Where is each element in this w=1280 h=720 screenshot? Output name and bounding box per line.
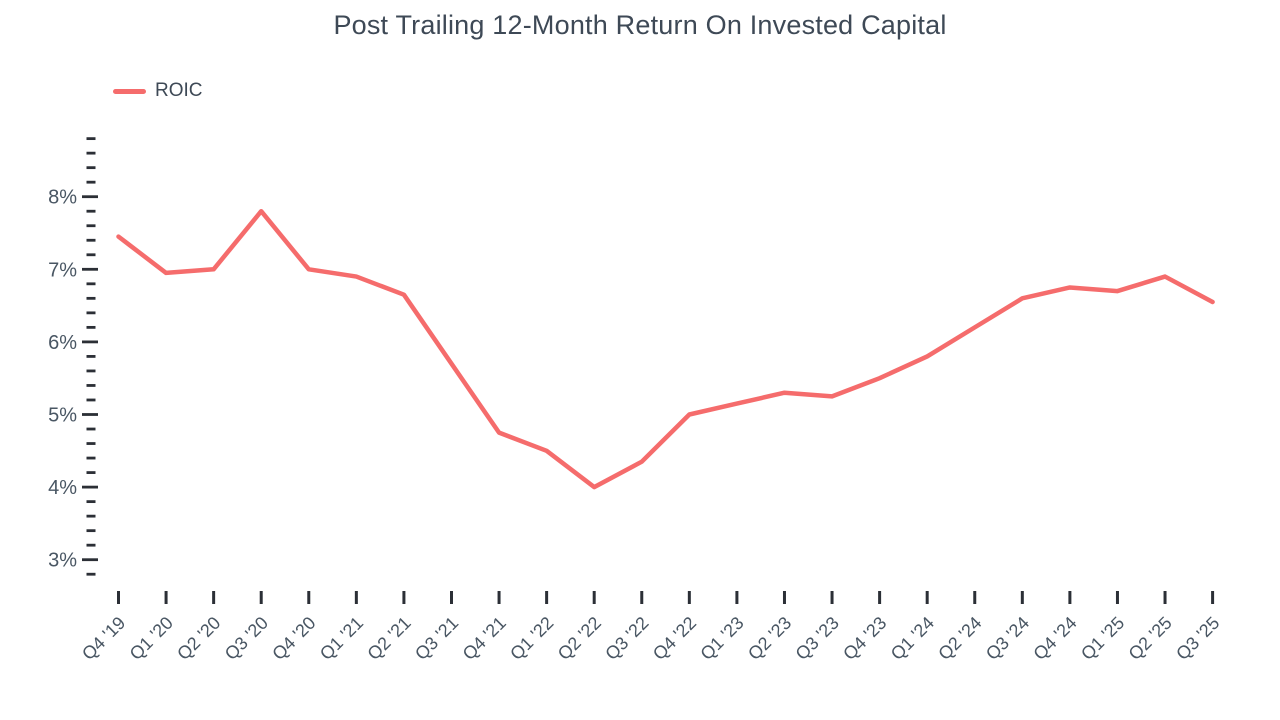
legend-item-roic[interactable]: ROIC: [113, 80, 203, 102]
chart-title: Post Trailing 12-Month Return On Investe…: [333, 10, 947, 40]
x-axis-tick-label: Q1 '24: [887, 613, 938, 664]
x-axis-tick-label: Q2 '23: [744, 613, 795, 664]
x-axis-tick-label: Q1 '20: [126, 613, 177, 664]
x-axis-tick-label: Q1 '25: [1077, 613, 1128, 664]
x-axis-tick-label: Q3 '24: [982, 613, 1033, 664]
x-axis-tick-label: Q4 '21: [459, 613, 510, 664]
y-axis-tick-label: 8%: [48, 187, 77, 209]
y-axis-tick-label: 6%: [48, 332, 77, 354]
y-axis-tick-label: 4%: [48, 477, 77, 499]
x-axis-tick-label: Q3 '21: [411, 613, 462, 664]
x-axis-tick-label: Q1 '21: [316, 613, 367, 664]
legend-line-swatch: [113, 88, 146, 94]
roic-series-line[interactable]: [116, 208, 1215, 490]
y-axis-tick-label: 5%: [48, 405, 77, 427]
x-axis-tick-label: Q2 '22: [554, 613, 605, 664]
legend-label: ROIC: [155, 80, 203, 101]
x-axis-tick-label: Q4 '23: [839, 613, 890, 664]
x-axis-tick-label: Q3 '22: [601, 613, 652, 664]
x-axis-tick-label: Q1 '22: [506, 613, 557, 664]
x-axis-tick-label: Q4 '19: [78, 613, 129, 664]
x-axis-tick-label: Q1 '23: [696, 613, 747, 664]
x-axis-tick-label: Q2 '20: [173, 613, 224, 664]
x-axis-tick-label: Q2 '25: [1125, 613, 1176, 664]
y-axis-tick-label: 3%: [48, 550, 77, 572]
x-axis-tick-label: Q4 '20: [268, 613, 319, 664]
x-axis-tick-label: Q4 '22: [649, 613, 700, 664]
x-axis-tick-label: Q4 '24: [1029, 613, 1080, 664]
x-axis-tick-label: Q2 '24: [934, 613, 985, 664]
x-axis-tick-label: Q3 '25: [1172, 613, 1223, 664]
legend: ROIC: [113, 80, 203, 102]
x-axis-tick-label: Q3 '20: [221, 613, 272, 664]
x-axis-tick-label: Q2 '21: [363, 613, 414, 664]
y-axis-tick-label: 7%: [48, 259, 77, 281]
x-axis-tick-label: Q3 '23: [792, 613, 843, 664]
